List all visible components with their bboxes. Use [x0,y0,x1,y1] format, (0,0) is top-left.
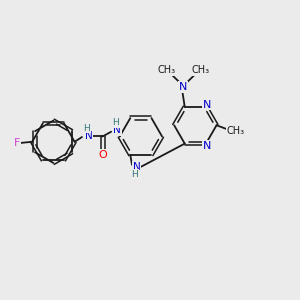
Text: CH₃: CH₃ [158,65,175,75]
Text: H: H [84,124,90,133]
Text: CH₃: CH₃ [192,65,210,75]
Text: H: H [112,118,119,127]
Text: O: O [98,150,107,160]
Text: N: N [113,125,121,135]
Text: N: N [179,82,187,92]
Text: N: N [85,130,92,141]
Text: H: H [132,170,138,179]
Text: N: N [203,100,212,110]
Text: N: N [203,141,212,151]
Text: N: N [133,162,141,172]
Text: CH₃: CH₃ [226,126,245,136]
Text: F: F [14,138,20,148]
